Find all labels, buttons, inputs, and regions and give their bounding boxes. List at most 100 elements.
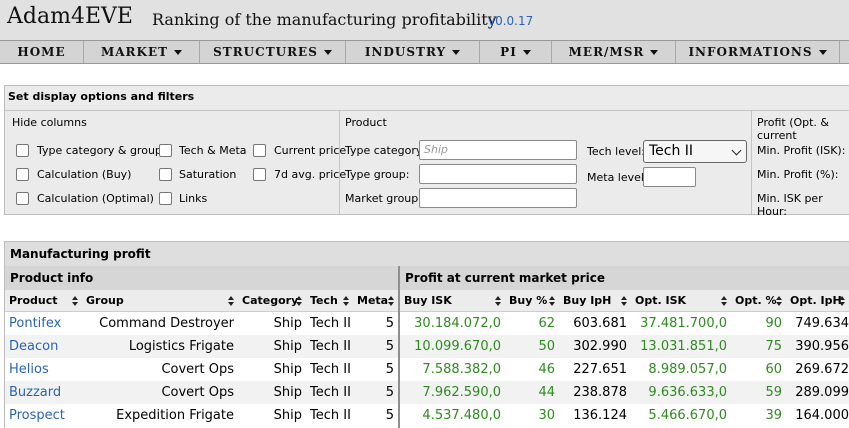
checkbox-current-price[interactable] — [253, 144, 266, 157]
chevron-down-icon — [818, 50, 827, 55]
column-header-opt-pct[interactable]: Opt. % — [731, 290, 786, 312]
column-header-label: Category — [242, 294, 299, 307]
nav-industry-label: INDUSTRY — [364, 45, 447, 59]
checkbox-label: Current price — [274, 144, 347, 157]
meta-level-label: Meta level: — [587, 171, 648, 184]
checkbox-label: Calculation (Buy) — [37, 168, 132, 181]
checkbox-tech-meta[interactable] — [159, 144, 172, 157]
column-header-buy-pct[interactable]: Buy % — [505, 290, 559, 312]
group-cell: Logistics Frigate — [128, 339, 234, 354]
buy-isk-cell: 10.099.670,0 — [414, 339, 501, 354]
checkbox-links[interactable] — [159, 192, 172, 205]
meta-cell: 5 — [385, 385, 394, 400]
product-filter-heading: Product — [345, 116, 387, 129]
meta-cell: 5 — [385, 362, 394, 377]
sort-icon — [388, 296, 395, 306]
nav-informations-label: INFORMATIONS — [688, 45, 813, 59]
chevron-down-icon — [731, 145, 742, 156]
type-category-input[interactable]: Ship — [419, 140, 577, 160]
column-header-meta[interactable]: Meta — [353, 290, 398, 312]
buy-pct-cell: 62 — [538, 316, 555, 331]
checkbox-calculation-optimal[interactable] — [16, 192, 29, 205]
sort-icon — [495, 296, 502, 306]
category-cell: Ship — [273, 385, 302, 400]
sort-icon — [228, 296, 235, 306]
nav-pi[interactable]: PI — [480, 41, 552, 63]
column-header-group[interactable]: Group — [82, 290, 238, 312]
buy-iph-cell: 238.878 — [573, 385, 627, 400]
column-header-buy-isk[interactable]: Buy ISK — [400, 290, 505, 312]
table-row: Deacon Logistics Frigate Ship Tech II 5 … — [5, 335, 849, 358]
column-header-label: Opt. ISK — [635, 294, 687, 307]
market-group-input[interactable] — [419, 188, 577, 208]
page-header: Adam4EVE Ranking of the manufacturing pr… — [0, 0, 849, 40]
checkbox-calculation-buy[interactable] — [16, 168, 29, 181]
column-header-opt-iph[interactable]: Opt. IpH — [786, 290, 849, 312]
column-header-label: Buy IpH — [563, 294, 612, 307]
column-header-label: Group — [86, 294, 124, 307]
chevron-down-icon — [522, 50, 531, 55]
nav-industry[interactable]: INDUSTRY — [346, 41, 480, 63]
group-cell: Covert Ops — [161, 362, 234, 377]
opt-isk-cell: 9.636.633,0 — [648, 385, 727, 400]
opt-pct-cell: 60 — [765, 362, 782, 377]
opt-iph-cell: 749.634 — [795, 316, 849, 331]
opt-iph-cell: 390.956 — [795, 339, 849, 354]
chevron-down-icon — [650, 50, 659, 55]
product-link[interactable]: Deacon — [9, 339, 59, 354]
column-header-label: Product — [9, 294, 58, 307]
table-title: Manufacturing profit — [10, 247, 151, 261]
tech-cell: Tech II — [310, 339, 351, 354]
buy-isk-cell: 30.184.072,0 — [414, 316, 501, 331]
nav-market-label: MARKET — [100, 45, 169, 59]
version-label[interactable]: v0.0.17 — [488, 14, 534, 28]
nav-structures[interactable]: STRUCTURES — [200, 41, 346, 63]
nav-mer-msr[interactable]: MER/MSR — [552, 41, 676, 63]
checkbox-saturation[interactable] — [159, 168, 172, 181]
nav-informations[interactable]: INFORMATIONS — [676, 41, 840, 63]
column-header-opt-isk[interactable]: Opt. ISK — [631, 290, 731, 312]
table-row: Buzzard Covert Ops Ship Tech II 5 7.962.… — [5, 381, 849, 404]
product-link[interactable]: Pontifex — [9, 316, 62, 331]
product-link[interactable]: Prospect — [9, 408, 65, 423]
meta-cell: 5 — [385, 408, 394, 423]
buy-iph-cell: 227.651 — [573, 362, 627, 377]
sort-icon — [72, 296, 79, 306]
column-header-label: Tech — [310, 294, 338, 307]
column-header-buy-iph[interactable]: Buy IpH — [559, 290, 631, 312]
type-group-input[interactable] — [419, 164, 577, 184]
column-header-product[interactable]: Product — [5, 290, 82, 312]
type-category-label: Type category: — [345, 144, 426, 157]
sort-icon — [776, 296, 783, 306]
product-link[interactable]: Helios — [9, 362, 49, 377]
filters-title: Set display options and filters — [8, 90, 195, 103]
tech-level-select[interactable]: Tech II — [643, 140, 747, 163]
checkbox-label: Type category & group — [37, 144, 162, 157]
checkbox-label: Tech & Meta — [179, 144, 247, 157]
column-header-tech[interactable]: Tech — [306, 290, 353, 312]
nav-market[interactable]: MARKET — [84, 41, 200, 63]
opt-isk-cell: 37.481.700,0 — [640, 316, 727, 331]
checkbox-label: Links — [179, 192, 208, 205]
buy-pct-cell: 46 — [538, 362, 555, 377]
checkbox-7d-avg-price[interactable] — [253, 168, 266, 181]
chevron-down-icon — [452, 50, 461, 55]
sort-icon — [549, 296, 556, 306]
opt-iph-cell: 164.000 — [795, 408, 849, 423]
meta-cell: 5 — [385, 339, 394, 354]
product-link[interactable]: Buzzard — [9, 385, 62, 400]
group-header-product-info: Product info — [5, 266, 398, 290]
group-cell: Expedition Frigate — [116, 408, 234, 423]
buy-isk-cell: 4.537.480,0 — [422, 408, 501, 423]
checkbox-type-category-group[interactable] — [16, 144, 29, 157]
chevron-down-icon — [323, 50, 332, 55]
sort-icon — [621, 296, 628, 306]
site-logo[interactable]: Adam4EVE — [7, 4, 133, 29]
filters-column-divider — [339, 110, 340, 214]
meta-level-input[interactable] — [643, 167, 696, 187]
column-header-label: Meta — [357, 294, 389, 307]
column-header-category[interactable]: Category — [238, 290, 306, 312]
nav-home[interactable]: HOME — [0, 41, 84, 63]
main-nav: HOME MARKET STRUCTURES INDUSTRY PI MER/M… — [0, 40, 849, 64]
category-cell: Ship — [273, 408, 302, 423]
